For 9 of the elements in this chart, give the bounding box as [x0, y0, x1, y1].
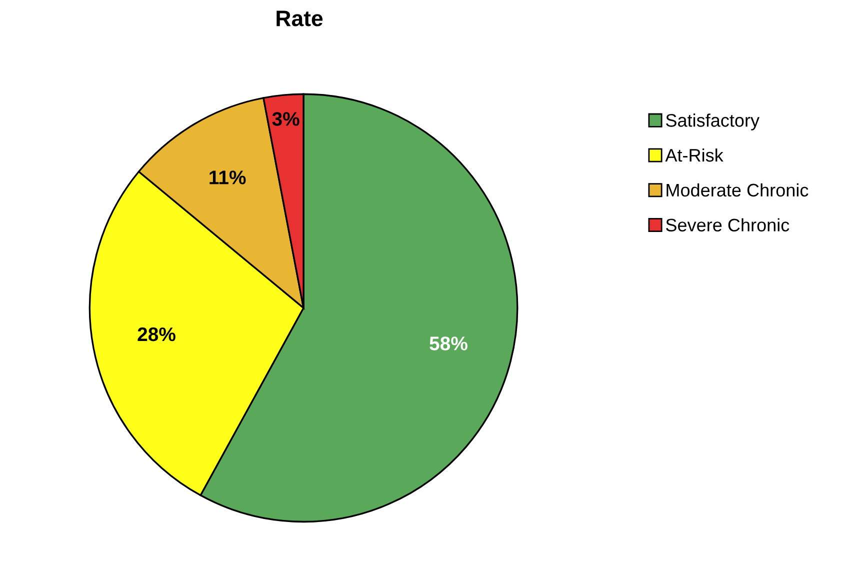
legend-label: Satisfactory — [666, 114, 760, 130]
data-label: 11% — [210, 170, 246, 184]
legend-label: Severe Chronic — [666, 218, 790, 232]
data-label: 58% — [430, 336, 468, 350]
data-label: 28% — [138, 327, 176, 342]
chart-title: Rate — [276, 10, 323, 26]
legend-label: At-Risk — [665, 148, 724, 162]
data-label: 3% — [272, 112, 300, 126]
legend-label: Moderate Chronic — [666, 183, 808, 197]
